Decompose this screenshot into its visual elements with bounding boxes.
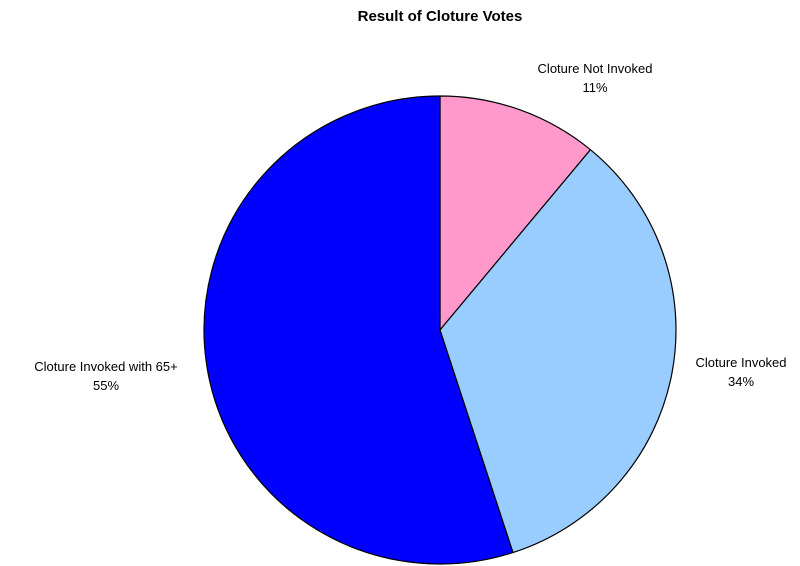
slice-invoked — [439, 149, 677, 554]
pie-slices — [203, 95, 677, 565]
slice-label-invoked: Cloture Invoked — [695, 355, 786, 370]
chart-title: Result of Cloture Votes — [357, 8, 523, 25]
slice-not-invoked — [439, 95, 592, 331]
slice-label-invoked-65: Cloture Invoked with 65+ — [34, 359, 177, 374]
slice-invoked-65 — [203, 95, 514, 565]
slice-value-invoked: 34% — [728, 374, 754, 389]
slice-label-not-invoked: Cloture Not Invoked — [538, 61, 653, 76]
slice-value-not-invoked: 11% — [582, 80, 607, 95]
slice-value-invoked-65: 55% — [93, 378, 119, 393]
